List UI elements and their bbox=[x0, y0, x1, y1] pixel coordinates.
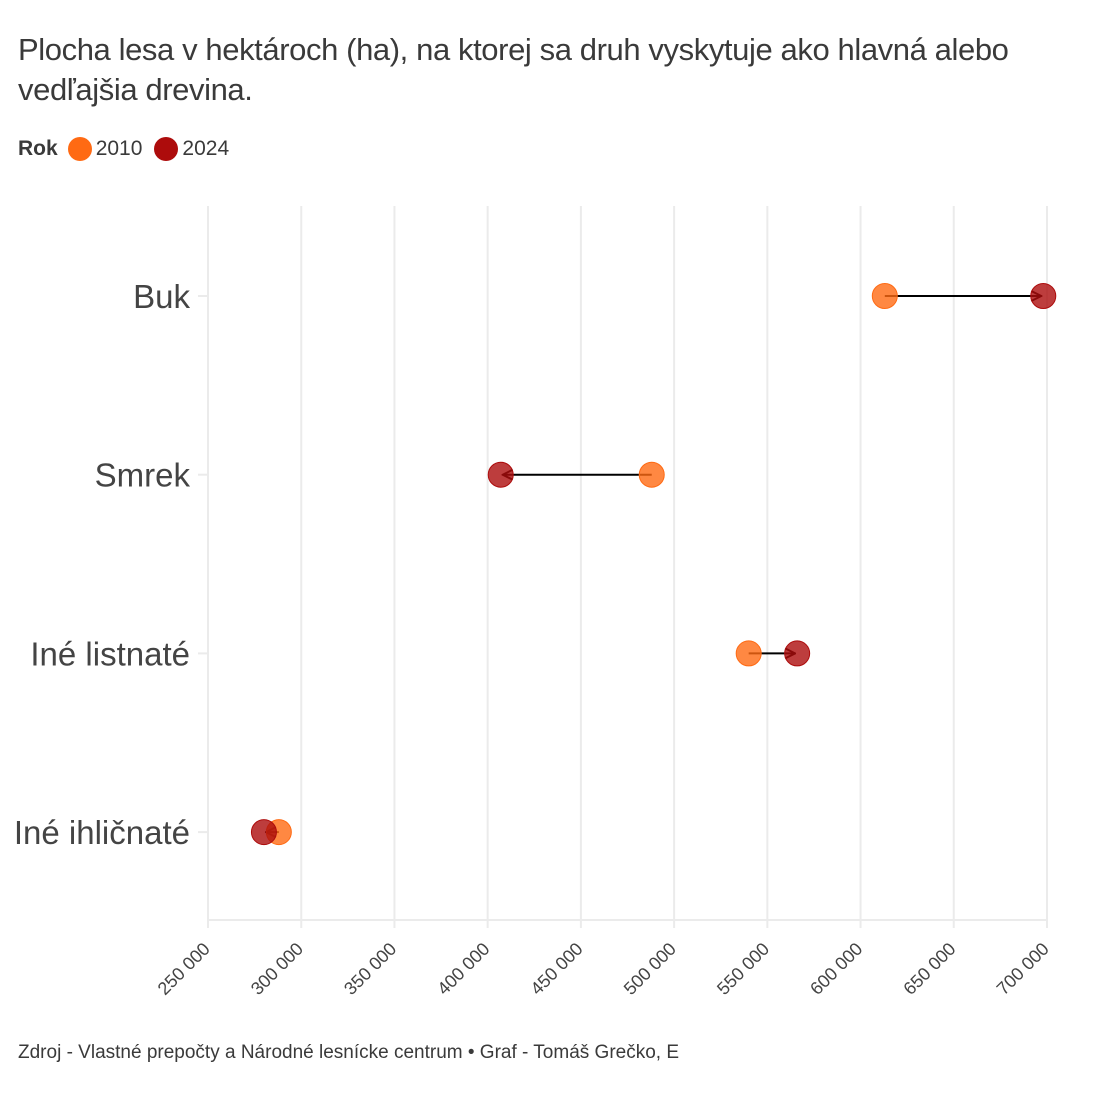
x-tick-label: 350 000 bbox=[340, 939, 400, 999]
point-2010 bbox=[871, 283, 898, 309]
legend-swatch-2010 bbox=[67, 137, 92, 161]
point-2024 bbox=[250, 819, 277, 846]
x-tick-label: 300 000 bbox=[247, 939, 307, 999]
legend-item-2024: 2024 bbox=[154, 137, 229, 161]
x-tick-label: 250 000 bbox=[154, 939, 214, 999]
category-label: Iné listnaté bbox=[30, 635, 190, 672]
legend-label-2010: 2010 bbox=[95, 137, 143, 160]
point-2010 bbox=[735, 640, 762, 667]
x-tick-label: 450 000 bbox=[527, 939, 587, 999]
legend-swatch-2024 bbox=[154, 137, 179, 161]
x-tick-label: 650 000 bbox=[899, 939, 959, 999]
source-caption: Zdroj - Vlastné prepočty a Národné lesní… bbox=[18, 1042, 680, 1063]
category-label: Iné ihličnaté bbox=[14, 814, 190, 851]
x-tick-label: 550 000 bbox=[713, 939, 773, 999]
legend-title: Rok bbox=[18, 137, 58, 160]
legend: Rok 2010 2024 bbox=[18, 134, 241, 164]
point-2024 bbox=[784, 640, 811, 667]
point-2024 bbox=[487, 461, 514, 488]
x-tick-label: 700 000 bbox=[993, 939, 1053, 999]
x-tick-label: 600 000 bbox=[806, 939, 866, 999]
chart-title: Plocha lesa v hektároch (ha), na ktorej … bbox=[18, 32, 1009, 107]
x-tick-label: 400 000 bbox=[433, 939, 493, 999]
category-label: Smrek bbox=[95, 457, 191, 494]
point-2010 bbox=[638, 461, 665, 488]
category-label: Buk bbox=[133, 278, 190, 315]
x-tick-label: 500 000 bbox=[620, 939, 680, 999]
legend-label-2024: 2024 bbox=[182, 137, 230, 160]
legend-item-2010: 2010 bbox=[67, 137, 143, 161]
point-2024 bbox=[1030, 283, 1057, 309]
